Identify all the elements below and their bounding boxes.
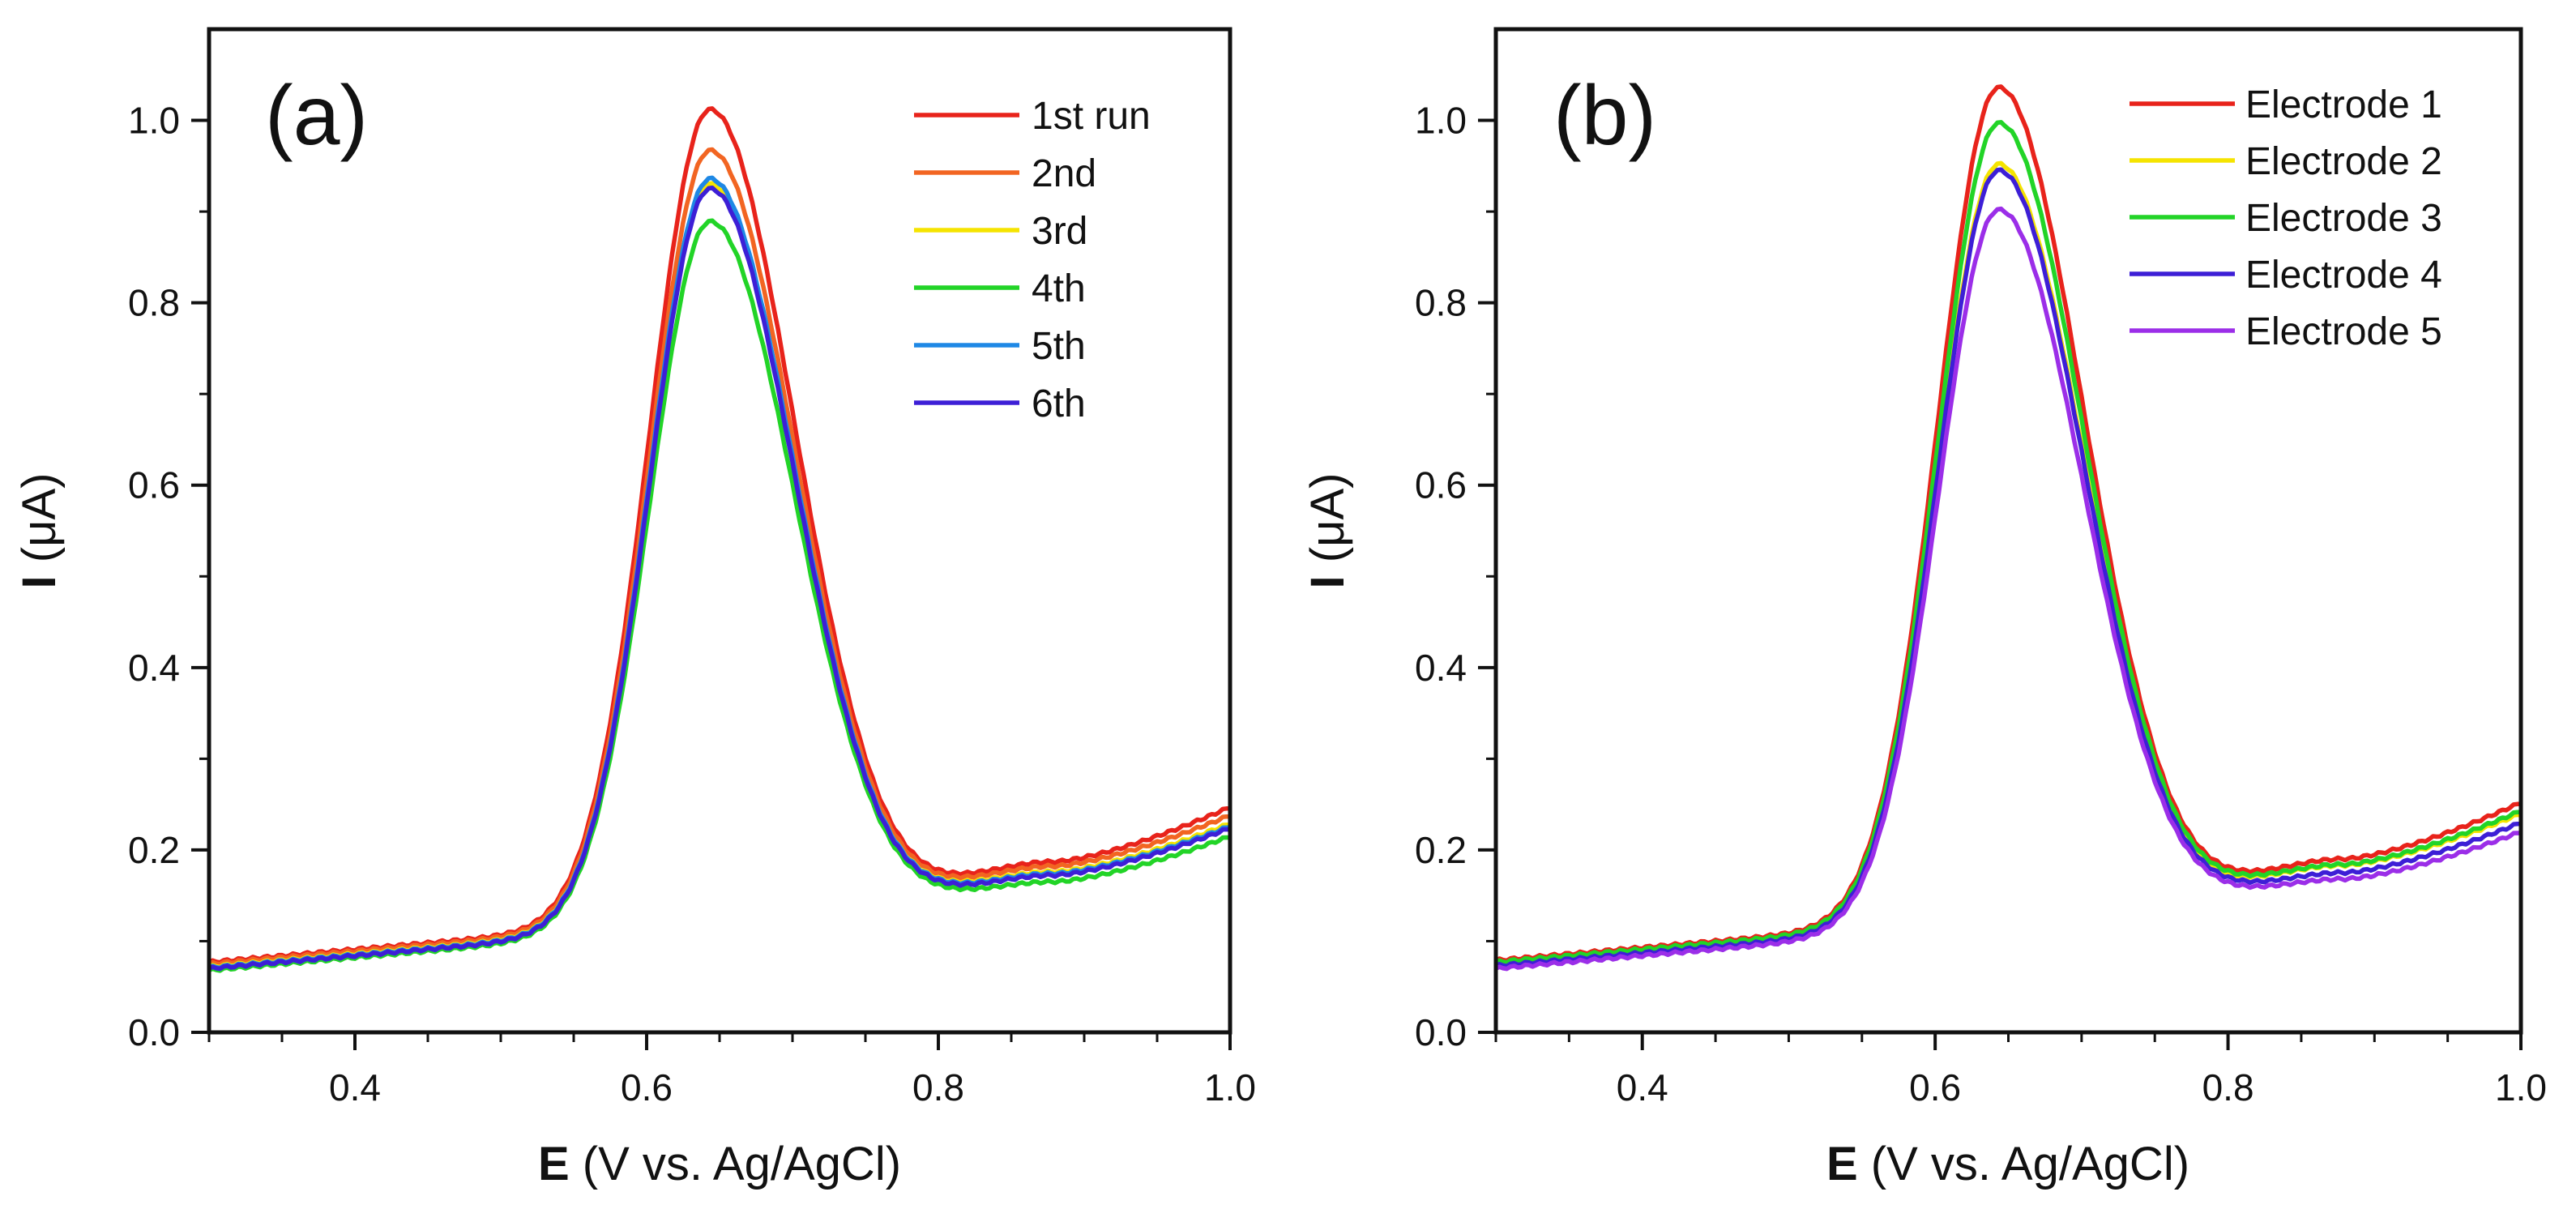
panel-a-series: [207, 106, 1231, 973]
panel-a-y-axis-unit: (μA): [13, 473, 66, 576]
panel-a-label: (a): [265, 69, 368, 163]
y-tick-label: 0.6: [1415, 464, 1467, 506]
y-tick-label: 1.0: [1415, 100, 1467, 142]
y-tick-label: 0.2: [1415, 829, 1467, 871]
panel-b-frame: [1493, 27, 2523, 1035]
y-tick-label: 0.4: [128, 647, 180, 689]
y-tick-label: 0.8: [1415, 282, 1467, 324]
series-line-6: [207, 185, 1231, 972]
y-tick-label: 1.0: [128, 100, 180, 142]
legend-label-5: 5th: [1032, 325, 1086, 368]
panel-a-x-axis-symbol: E: [538, 1138, 570, 1190]
panel-b-x-axis-unit: (V vs. Ag/AgCl): [1858, 1138, 2189, 1190]
x-tick-label: 1.0: [2495, 1066, 2547, 1109]
panel-a: (a) 0.4 0.6 0.8 1.0 0.0 0.2 0.4 0.6 0.8 1.0 1st r…: [13, 27, 1256, 1190]
legend-label-2: Electrode 2: [2245, 140, 2442, 183]
panel-b-x-axis-title: E (V vs. Ag/AgCl): [1826, 1138, 2189, 1190]
panel-b-y-axis-unit: (μA): [1301, 473, 1354, 576]
panel-a-x-axis-title: E (V vs. Ag/AgCl): [538, 1138, 901, 1190]
series-line-3: [1494, 120, 2522, 965]
x-tick-label: 1.0: [1204, 1066, 1256, 1109]
y-tick-label: 0.0: [128, 1011, 180, 1053]
panel-b-legend: Electrode 1 Electrode 2 Electrode 3 Electro…: [2130, 83, 2442, 353]
legend-label-4: 4th: [1032, 267, 1086, 310]
panel-b-ticks: 0.4 0.6 0.8 1.0 0.0 0.2 0.4 0.6 0.8 1.0: [1415, 100, 2547, 1109]
y-tick-label: 0.8: [128, 282, 180, 324]
panel-a-ticks: 0.4 0.6 0.8 1.0 0.0 0.2 0.4 0.6 0.8 1.0: [128, 100, 1256, 1109]
legend-label-1: 1st run: [1032, 95, 1151, 138]
legend-label-5: Electrode 5: [2245, 310, 2442, 353]
y-tick-label: 0.4: [1415, 647, 1467, 689]
panel-b-series: [1494, 84, 2522, 972]
legend-label-1: Electrode 1: [2245, 83, 2442, 126]
legend-label-3: Electrode 3: [2245, 197, 2442, 240]
panel-b-y-axis-title: I (μA): [1301, 473, 1354, 589]
panel-b-label: (b): [1553, 69, 1656, 163]
x-tick-label: 0.4: [1617, 1066, 1668, 1109]
panel-b-x-axis-symbol: E: [1826, 1138, 1858, 1190]
series-line-2: [207, 147, 1230, 967]
series-line-5: [1494, 206, 2522, 972]
x-tick-label: 0.8: [2202, 1066, 2254, 1109]
panel-b: (b) 0.4 0.6 0.8 1.0 0.0 0.2 0.4 0.6 0.8 1.0 Elect…: [1301, 27, 2547, 1190]
x-tick-label: 0.8: [912, 1066, 964, 1109]
panel-b-y-axis-symbol: I: [1301, 575, 1354, 588]
legend-label-3: 3rd: [1032, 210, 1087, 253]
y-tick-label: 0.6: [128, 464, 180, 506]
panel-a-y-axis-title: I (μA): [13, 473, 66, 589]
panel-a-x-axis-unit: (V vs. Ag/AgCl): [570, 1138, 901, 1190]
legend-label-2: 2nd: [1032, 152, 1096, 195]
x-tick-label: 0.4: [329, 1066, 381, 1109]
y-tick-label: 0.0: [1415, 1011, 1467, 1053]
legend-label-4: Electrode 4: [2245, 254, 2442, 297]
series-line-4: [1494, 167, 2521, 968]
legend-label-6: 6th: [1032, 382, 1086, 425]
x-tick-label: 0.6: [1909, 1066, 1961, 1109]
panel-a-legend: 1st run 2nd 3rd 4th 5th 6th: [914, 95, 1151, 425]
y-tick-label: 0.2: [128, 829, 180, 871]
panel-a-frame: [207, 27, 1232, 1035]
panel-a-y-axis-symbol: I: [13, 575, 66, 588]
x-tick-label: 0.6: [621, 1066, 673, 1109]
